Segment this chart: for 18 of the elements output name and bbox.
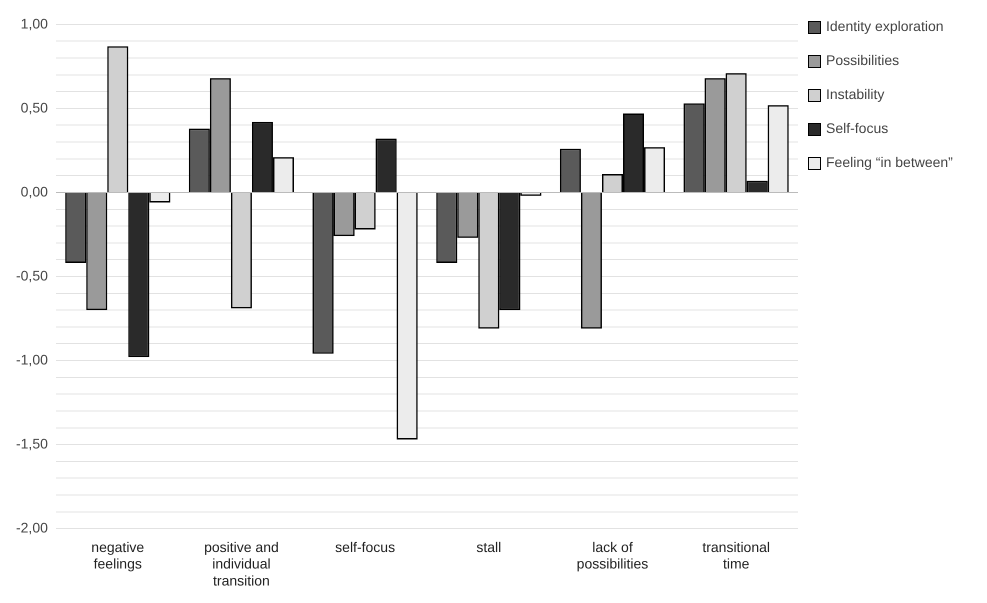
y-tick-label: -2,00 bbox=[16, 519, 48, 536]
x-tick-label: positive and individual transition bbox=[204, 538, 279, 588]
legend-label: Instability bbox=[826, 86, 884, 102]
x-tick-label: lack of possibilities bbox=[576, 538, 648, 572]
x-tick-label: self-focus bbox=[335, 538, 396, 555]
y-tick-label: 0,00 bbox=[20, 183, 48, 200]
y-tick-label: -1,50 bbox=[16, 435, 48, 452]
x-tick-label: negative feelings bbox=[91, 538, 144, 572]
legend-label: Possibilities bbox=[826, 52, 900, 68]
legend-label: Self-focus bbox=[826, 120, 888, 136]
x-tick-label: stall bbox=[476, 538, 502, 555]
y-tick-label: 1,00 bbox=[20, 15, 48, 32]
y-tick-label: -1,00 bbox=[16, 351, 48, 368]
y-tick-label: 0,50 bbox=[20, 99, 48, 116]
legend-label: Feeling “in between” bbox=[826, 154, 953, 170]
x-tick-label: transitional time bbox=[702, 538, 770, 572]
legend-label: Identity exploration bbox=[826, 18, 944, 34]
y-tick-label: -0,50 bbox=[16, 267, 48, 284]
